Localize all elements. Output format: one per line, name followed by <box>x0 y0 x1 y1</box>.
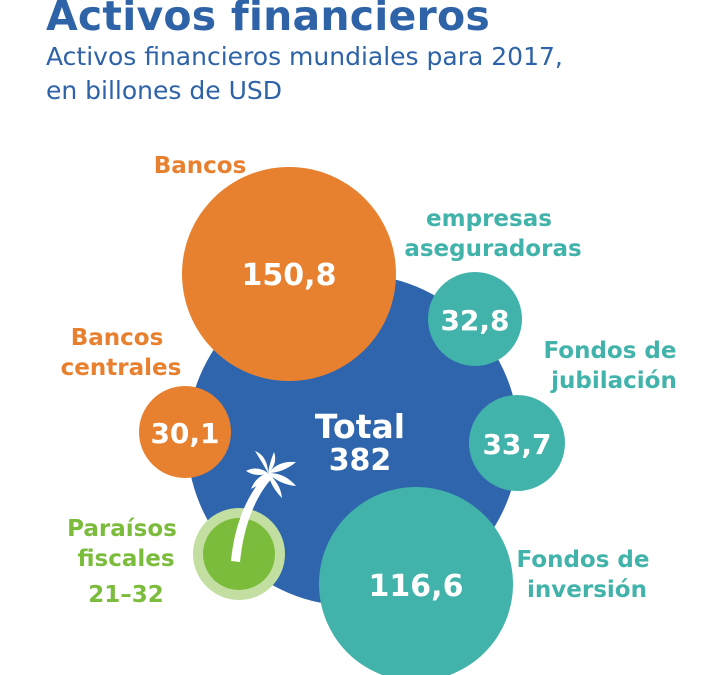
label-fondos-de-jubilacion: Fondos de jubilación <box>544 338 685 394</box>
label-paraisos-fiscales: Paraísos fiscales <box>67 516 185 572</box>
label-fondos-de-jubilacion-line-2: jubilación <box>550 368 677 394</box>
total-value: 382 <box>329 443 392 478</box>
bubble-bancos-centrales-value: 30,1 <box>150 417 219 450</box>
bubble-empresas-aseguradoras <box>428 272 522 366</box>
label-bancos: Bancos <box>154 153 247 179</box>
palm-tree-icon <box>231 451 296 562</box>
bubble-fondos-de-inversion-value: 116,6 <box>369 569 464 604</box>
label-bancos-centrales-line-2: centrales <box>61 355 182 381</box>
label-fondos-de-jubilacion-line-1: Fondos de <box>544 338 677 364</box>
bubble-empresas-aseguradoras-value: 32,8 <box>440 304 509 337</box>
label-paraisos-fiscales-line-1: Paraísos <box>67 516 177 542</box>
bubble-fondos-de-inversion <box>319 487 513 675</box>
bubble-bancos <box>182 167 396 381</box>
chart-title: Activos financieros <box>46 0 490 40</box>
label-bancos-centrales-line-1: Bancos <box>71 325 164 351</box>
label-fondos-de-inversion-line-2: inversión <box>527 577 647 603</box>
bubble-bancos-centrales <box>139 386 231 478</box>
bubble-fondos-de-jubilacion-value: 33,7 <box>482 428 551 461</box>
label-fondos-de-inversion-line-1: Fondos de <box>517 547 650 573</box>
chart-subtitle-line-2: en billones de USD <box>46 76 282 105</box>
label-fondos-de-inversion: Fondos de inversión <box>517 547 658 603</box>
bubble-fondos-de-jubilacion <box>469 395 565 491</box>
label-empresas-aseguradoras: empresas aseguradoras <box>404 206 581 262</box>
label-empresas-aseguradoras-line-1: empresas <box>426 206 552 232</box>
total-label: Total <box>315 407 405 446</box>
label-bancos-centrales: Bancos centrales <box>61 325 182 381</box>
label-empresas-aseguradoras-line-2: aseguradoras <box>404 236 581 262</box>
label-paraisos-fiscales-value: 21–32 <box>88 582 164 608</box>
label-paraisos-fiscales-line-2: fiscales <box>77 546 174 572</box>
chart-subtitle-line-1: Activos financieros mundiales para 2017, <box>46 42 563 71</box>
bubble-bancos-value: 150,8 <box>242 258 337 293</box>
